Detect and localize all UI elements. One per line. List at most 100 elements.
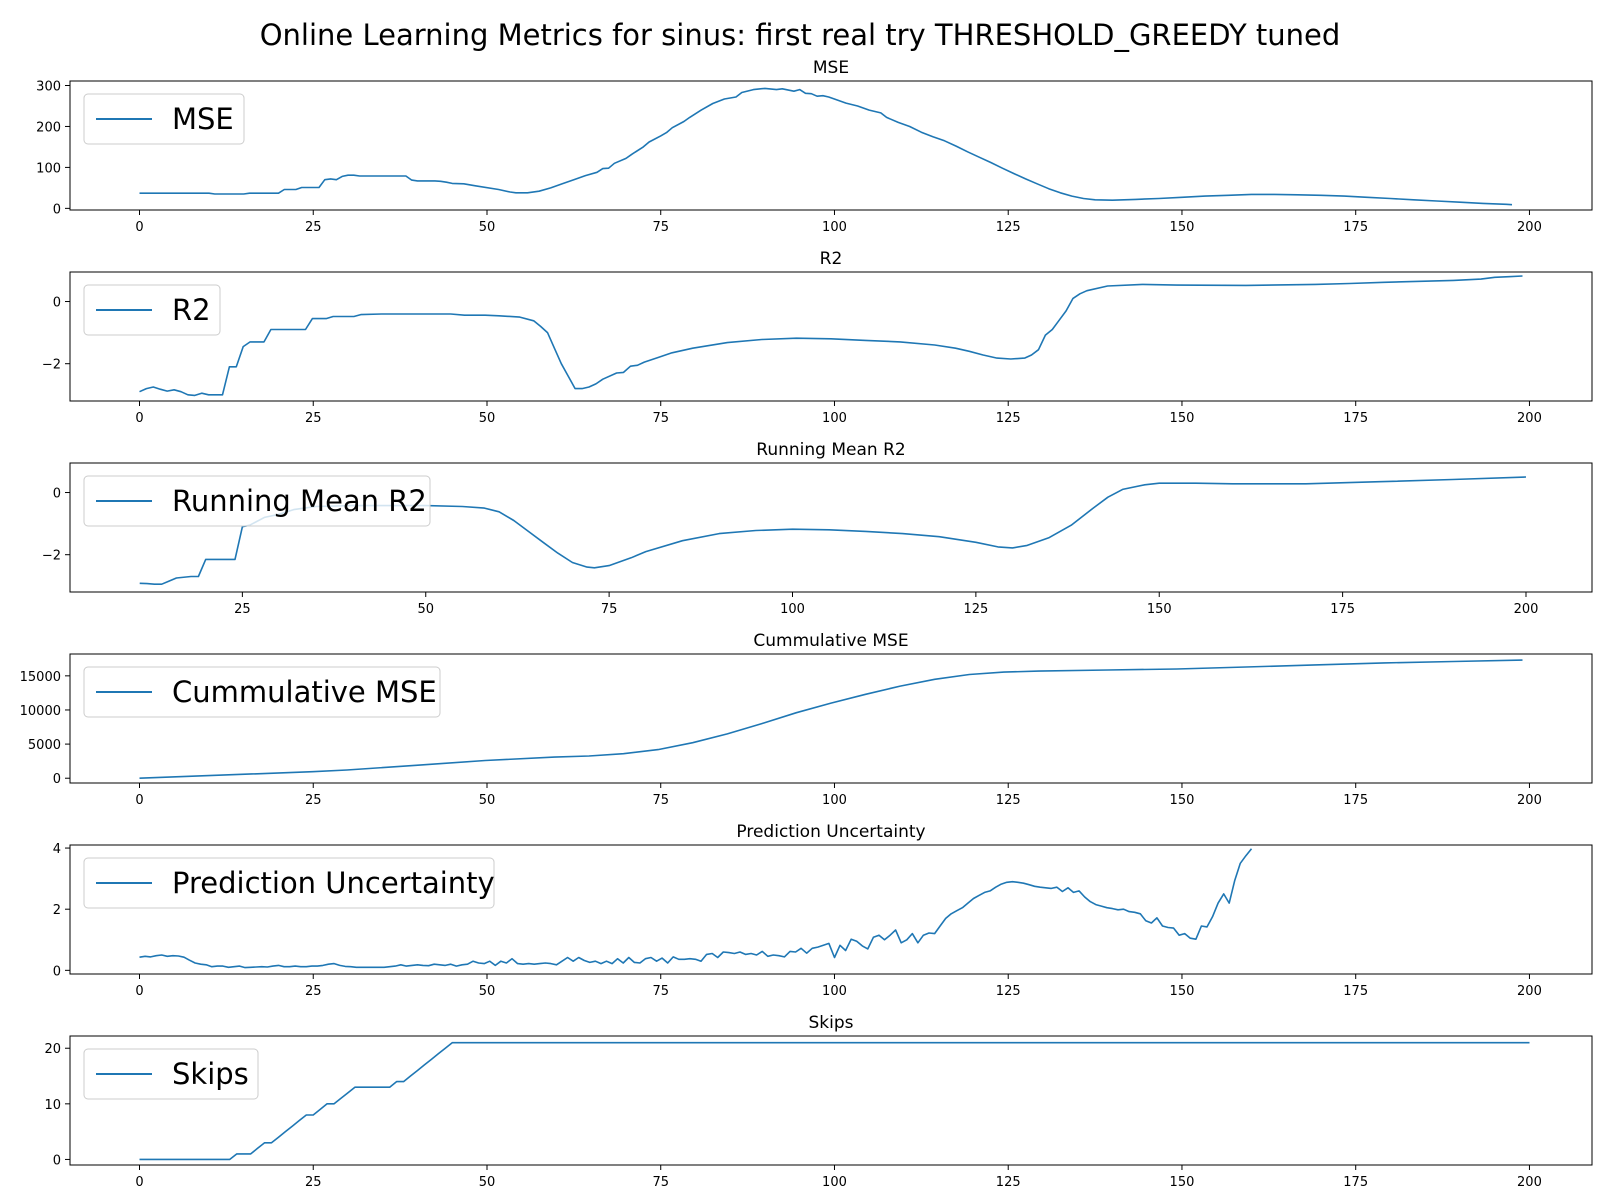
x-tick-label: 175 (1330, 602, 1355, 617)
legend-box (83, 1048, 259, 1100)
figure-title: Online Learning Metrics for sinus: first… (259, 18, 1341, 52)
subplot-title: Skips (808, 1013, 853, 1033)
y-tick-label: 5000 (28, 738, 61, 753)
y-tick-label: 10 (44, 1098, 61, 1113)
x-tick-label: 25 (305, 411, 322, 426)
y-tick-label: 10000 (20, 704, 61, 719)
legend-box (83, 93, 245, 145)
x-tick-label: 150 (1170, 984, 1195, 999)
subplot-6: Skips 0 25 50 75 100 125 150 175 200 0 10 20 Skips (44, 1013, 1593, 1190)
y-tick-label: 0 (53, 202, 61, 217)
subplot-title: Cummulative MSE (753, 631, 908, 651)
x-tick-label: 50 (417, 602, 434, 617)
y-tick-label: 0 (53, 296, 61, 311)
subplot-1: MSE 0 25 50 75 100 125 150 175 200 0 100 200 300 MSE (36, 58, 1593, 235)
x-tick-label: 75 (652, 1175, 669, 1190)
x-tick-label: 100 (822, 793, 847, 808)
x-tick-label: 0 (135, 220, 143, 235)
x-tick-label: 50 (479, 411, 496, 426)
subplot-title: Running Mean R2 (756, 440, 905, 460)
x-tick-label: 75 (652, 984, 669, 999)
x-tick-label: 75 (652, 793, 669, 808)
x-tick-label: 200 (1517, 1175, 1542, 1190)
series-line (139, 1041, 1530, 1161)
x-tick-label: 175 (1343, 1175, 1368, 1190)
axes-frame (69, 271, 1593, 402)
subplot-2: R2 0 25 50 75 100 125 150 175 200 0 −2 R2 (42, 249, 1593, 426)
legend-label: Running Mean R2 (172, 484, 427, 518)
y-tick-label: 300 (36, 80, 61, 95)
axes-frame (69, 1035, 1593, 1166)
x-tick-label: 150 (1170, 793, 1195, 808)
x-tick-label: 75 (652, 220, 669, 235)
x-tick-label: 150 (1170, 411, 1195, 426)
subplot-5: Prediction Uncertainty 0 25 50 75 100 125 150 17… (53, 822, 1593, 999)
series-line (139, 659, 1523, 779)
y-tick-label: 20 (44, 1042, 61, 1057)
x-tick-label: 150 (1170, 220, 1195, 235)
x-tick-label: 200 (1517, 411, 1542, 426)
legend-label: MSE (172, 102, 234, 136)
legend-label: Skips (172, 1057, 249, 1091)
subplot-4: Cummulative MSE 0 25 50 75 100 125 150 175 200 0 50… (20, 631, 1593, 808)
legend: Skips (83, 1048, 259, 1100)
y-tick-label: −2 (42, 549, 61, 564)
x-tick-label: 125 (996, 793, 1021, 808)
x-tick-label: 75 (652, 411, 669, 426)
legend-box (83, 857, 495, 909)
axes-frame (69, 462, 1593, 593)
x-tick-label: 25 (305, 220, 322, 235)
series-line (139, 848, 1253, 969)
x-tick-label: 50 (479, 793, 496, 808)
subplot-3: Running Mean R2 25 50 75 100 125 150 175 200 0 −2 R… (42, 440, 1593, 617)
axes-frame (69, 80, 1593, 211)
axes-frame (69, 653, 1593, 784)
legend: MSE (83, 93, 245, 145)
x-tick-label: 0 (135, 1175, 143, 1190)
x-tick-label: 200 (1517, 220, 1542, 235)
x-tick-label: 100 (780, 602, 805, 617)
legend: R2 (83, 284, 221, 336)
x-tick-label: 100 (822, 411, 847, 426)
x-tick-label: 100 (822, 220, 847, 235)
x-tick-label: 125 (996, 1175, 1021, 1190)
x-tick-label: 125 (996, 411, 1021, 426)
y-tick-label: −2 (42, 358, 61, 373)
legend-label: Cummulative MSE (172, 675, 437, 709)
x-tick-label: 175 (1343, 984, 1368, 999)
y-tick-label: 200 (36, 120, 61, 135)
x-tick-label: 0 (135, 984, 143, 999)
y-tick-label: 0 (53, 487, 61, 502)
x-tick-label: 125 (996, 984, 1021, 999)
x-tick-label: 25 (234, 602, 251, 617)
x-tick-label: 200 (1514, 602, 1539, 617)
y-tick-label: 4 (53, 842, 61, 857)
x-tick-label: 200 (1517, 984, 1542, 999)
x-tick-label: 150 (1170, 1175, 1195, 1190)
series-line (139, 476, 1527, 585)
y-tick-label: 0 (53, 772, 61, 787)
x-tick-label: 0 (135, 793, 143, 808)
subplot-title: R2 (820, 249, 843, 269)
x-tick-label: 200 (1517, 793, 1542, 808)
legend-box (83, 666, 441, 718)
y-tick-label: 0 (53, 1153, 61, 1168)
legend: Cummulative MSE (83, 666, 441, 718)
series-line (139, 275, 1523, 397)
legend: Running Mean R2 (83, 475, 431, 527)
legend-label: Prediction Uncertainty (172, 866, 495, 900)
x-tick-label: 100 (822, 984, 847, 999)
x-tick-label: 50 (479, 984, 496, 999)
x-tick-label: 50 (479, 220, 496, 235)
x-tick-label: 175 (1343, 411, 1368, 426)
x-tick-label: 0 (135, 411, 143, 426)
x-tick-label: 25 (305, 1175, 322, 1190)
x-tick-label: 75 (601, 602, 618, 617)
legend-box (83, 475, 431, 527)
x-tick-label: 175 (1343, 793, 1368, 808)
y-tick-label: 0 (53, 964, 61, 979)
y-tick-label: 15000 (20, 670, 61, 685)
x-tick-label: 25 (305, 793, 322, 808)
